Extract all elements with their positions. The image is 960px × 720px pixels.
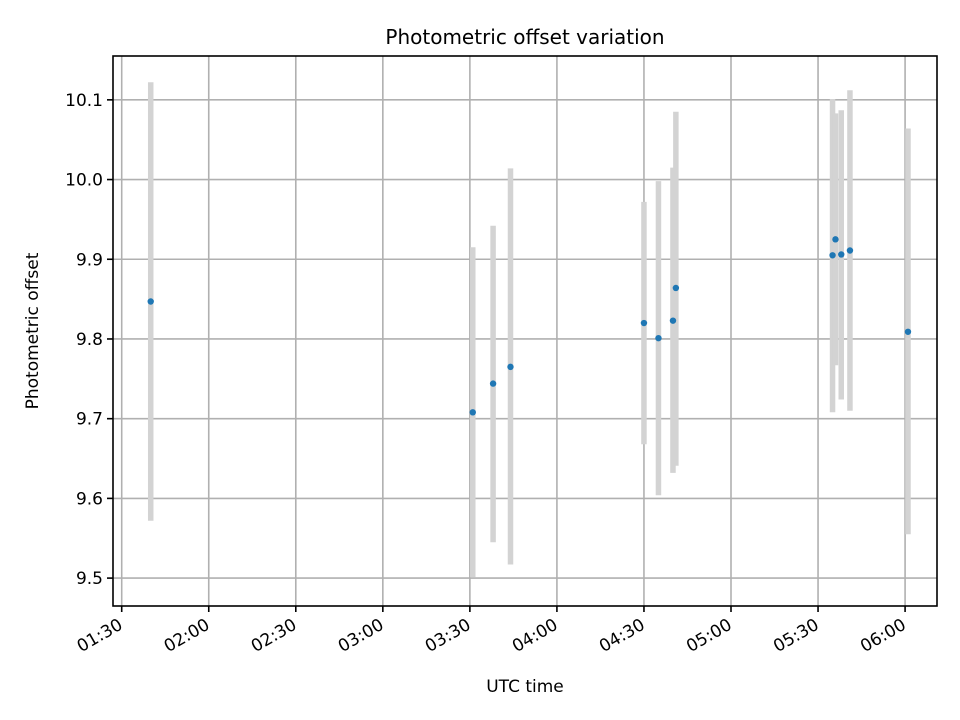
plot-frame [112,55,938,607]
data-point [829,252,836,259]
y-tick-label: 10.1 [65,91,103,111]
data-point [846,247,854,254]
data-point [838,251,845,258]
data-point [489,380,497,387]
data-point [832,236,839,243]
grid-lines [113,56,937,606]
data-point [507,363,514,371]
y-tick-label: 9.9 [76,250,103,270]
y-tick-label: 9.6 [76,489,103,509]
chart-title: Photometric offset variation [385,25,664,49]
x-axis-label: UTC time [486,677,564,697]
y-axis-label: Photometric offset [23,252,43,409]
y-tick-label: 9.7 [76,410,103,430]
data-point [640,319,648,327]
data-point [669,317,677,324]
data-points [147,236,912,416]
y-tick-label: 9.8 [76,330,103,350]
data-point [469,409,476,416]
data-point [147,298,154,305]
y-tick-label: 10.0 [65,171,103,191]
data-point [672,284,680,292]
y-axis-ticks: 9.5 9.6 9.7 9.8 9.9 10.0 10.1 [65,91,113,589]
data-point [904,328,912,335]
y-tick-label: 9.5 [76,569,103,589]
data-point [655,334,662,342]
